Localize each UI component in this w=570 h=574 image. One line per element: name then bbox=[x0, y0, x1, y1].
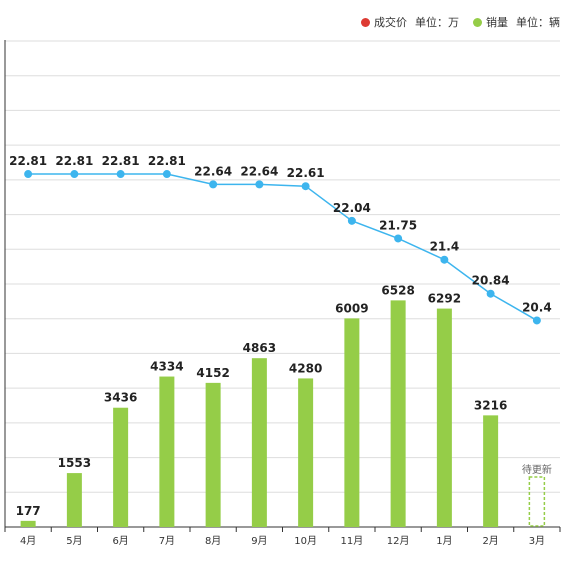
price-value-label: 20.84 bbox=[472, 274, 510, 288]
price-point bbox=[255, 180, 264, 189]
pending-label: 待更新 bbox=[522, 463, 552, 476]
bar-value-label: 1553 bbox=[58, 456, 91, 470]
price-point bbox=[347, 216, 356, 225]
bar bbox=[66, 473, 82, 527]
price-value-label: 22.61 bbox=[287, 166, 325, 180]
bar bbox=[113, 407, 129, 527]
price-point bbox=[116, 170, 125, 179]
price-value-label: 22.81 bbox=[55, 154, 93, 168]
bar bbox=[436, 308, 452, 527]
x-tick-label: 2月 bbox=[482, 535, 498, 547]
bar bbox=[344, 318, 360, 527]
price-value-label: 22.81 bbox=[102, 154, 140, 168]
price-value-label: 22.81 bbox=[148, 154, 186, 168]
price-value-label: 22.64 bbox=[240, 164, 278, 178]
legend-item-sales[interactable]: 销量 单位：辆 bbox=[473, 14, 560, 30]
bar bbox=[159, 376, 175, 527]
price-point bbox=[532, 316, 541, 325]
bar bbox=[205, 382, 221, 527]
bar-value-label: 4863 bbox=[243, 341, 276, 355]
bar bbox=[298, 378, 314, 527]
bar-value-label: 3436 bbox=[104, 391, 137, 405]
x-tick-label: 10月 bbox=[294, 535, 317, 547]
price-point bbox=[162, 170, 171, 179]
price-line bbox=[28, 173, 538, 322]
x-tick-label: 1月 bbox=[436, 535, 452, 547]
legend-label-price: 成交价 bbox=[374, 16, 407, 29]
x-tick-label: 12月 bbox=[387, 535, 410, 547]
price-point bbox=[209, 180, 218, 189]
bar-value-label: 4280 bbox=[289, 361, 322, 375]
legend-dot-price bbox=[361, 17, 370, 27]
bar-value-label: 177 bbox=[16, 504, 41, 518]
price-point bbox=[394, 234, 403, 243]
x-tick-label: 8月 bbox=[205, 535, 221, 547]
x-tick-label: 6月 bbox=[112, 535, 128, 547]
legend-unit-sales: 单位：辆 bbox=[516, 16, 560, 29]
x-tick-label: 4月 bbox=[20, 535, 36, 547]
bar-value-label: 3216 bbox=[474, 398, 507, 412]
price-value-label: 22.64 bbox=[194, 164, 232, 178]
x-tick-label: 11月 bbox=[341, 535, 364, 547]
bar bbox=[20, 520, 36, 527]
legend-dot-sales bbox=[473, 17, 482, 27]
price-value-label: 20.4 bbox=[522, 300, 552, 314]
x-tick-label: 3月 bbox=[529, 535, 545, 547]
x-tick-label: 5月 bbox=[66, 535, 82, 547]
price-point bbox=[70, 170, 79, 179]
x-tick-label: 9月 bbox=[251, 535, 267, 547]
price-value-label: 22.81 bbox=[9, 154, 47, 168]
legend-label-sales: 销量 bbox=[486, 16, 508, 29]
bar-value-label: 6528 bbox=[381, 283, 414, 297]
bar-value-label: 6292 bbox=[428, 292, 461, 306]
price-value-label: 21.75 bbox=[379, 218, 417, 232]
bar-value-label: 6009 bbox=[335, 301, 368, 315]
x-tick-label: 7月 bbox=[159, 535, 175, 547]
legend-item-price[interactable]: 成交价 单位：万 bbox=[361, 14, 459, 30]
bar bbox=[483, 415, 499, 527]
bar-value-label: 4334 bbox=[150, 360, 183, 374]
price-point bbox=[301, 182, 310, 191]
price-value-label: 21.4 bbox=[430, 240, 460, 254]
pending-bar bbox=[528, 476, 546, 527]
price-point bbox=[440, 255, 449, 264]
price-point bbox=[486, 289, 495, 298]
legend: 成交价 单位：万 销量 单位：辆 bbox=[347, 14, 560, 30]
price-point bbox=[24, 170, 33, 179]
bar-value-label: 4152 bbox=[196, 366, 229, 380]
price-value-label: 22.04 bbox=[333, 201, 371, 215]
legend-unit-price: 单位：万 bbox=[415, 16, 459, 29]
bar bbox=[390, 300, 406, 527]
bar bbox=[251, 358, 267, 527]
